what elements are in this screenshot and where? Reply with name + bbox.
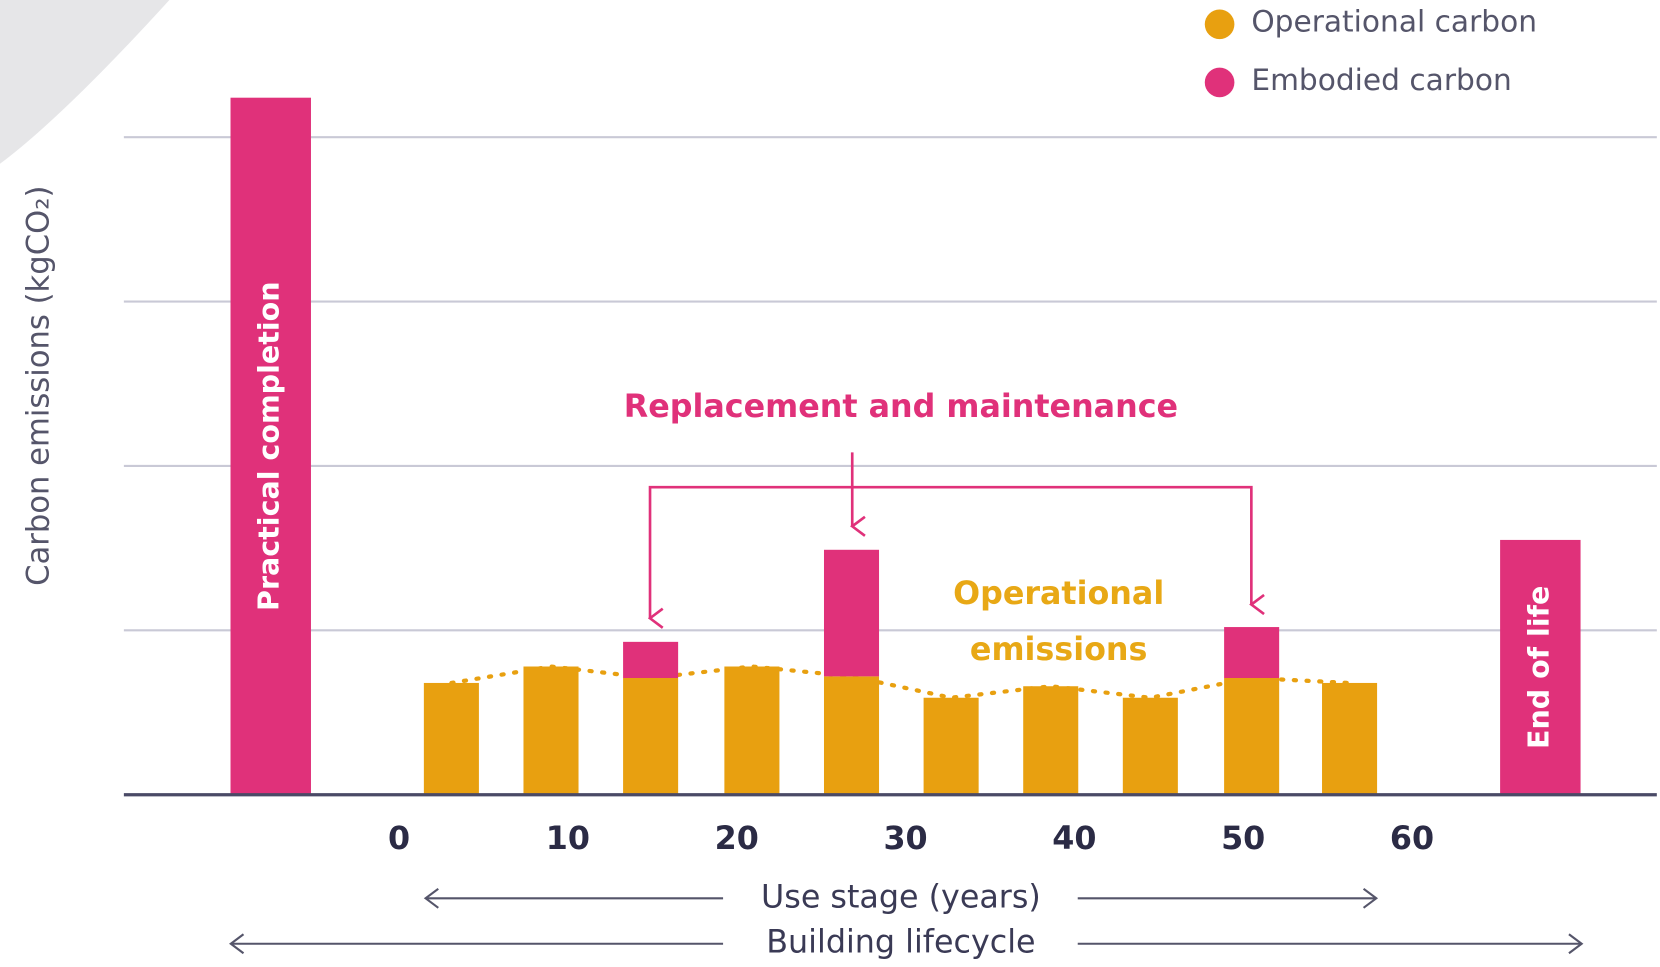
x-tick-label: 30 (883, 821, 927, 857)
lifecycle-label: Building lifecycle (766, 925, 1035, 961)
y-axis-label: Carbon emissions (kgCO₂) (22, 186, 57, 586)
stage-bar (230, 97, 311, 795)
bar-segment (724, 666, 780, 795)
bar-segment (1122, 697, 1178, 795)
bar-segment (1322, 682, 1378, 795)
corner-decoration (0, 0, 170, 164)
legend-swatch (1204, 67, 1235, 98)
bar-segment (823, 676, 880, 795)
legend-label: Embodied carbon (1251, 63, 1511, 97)
x-tick-label: 50 (1221, 821, 1265, 857)
bar-segment (623, 641, 679, 679)
legend-label: Operational carbon (1251, 5, 1537, 39)
bar-segment (1023, 686, 1079, 795)
stage-bar (1500, 539, 1581, 795)
stage-bar-label: Practical completion (252, 281, 286, 610)
legend-swatch (1204, 9, 1235, 40)
bar-segment (623, 678, 679, 795)
annotation: emissions (970, 632, 1147, 668)
x-tick-label: 60 (1390, 821, 1434, 857)
bar-segment (423, 682, 479, 795)
bracket-arrow (650, 485, 1251, 618)
stage-bar-label: End of life (1521, 586, 1555, 749)
x-tick-label: 20 (715, 821, 759, 857)
marks: Practical completion End of life (230, 97, 1581, 795)
bar-segment (523, 666, 579, 795)
annotation: Operational (953, 576, 1164, 612)
operational-trend (449, 664, 1352, 700)
x-tick-label: 10 (546, 821, 590, 857)
use-stage-label: Use stage (years) (761, 879, 1041, 915)
x-tick-label: 0 (388, 821, 410, 857)
bar-segment (923, 697, 979, 795)
annotation: Replacement and maintenance (624, 389, 1178, 425)
grid (123, 136, 1657, 632)
bar-segment (1224, 678, 1280, 795)
bar-segment (1224, 627, 1280, 679)
bar-segment (823, 549, 880, 677)
x-tick-label: 40 (1052, 821, 1096, 857)
